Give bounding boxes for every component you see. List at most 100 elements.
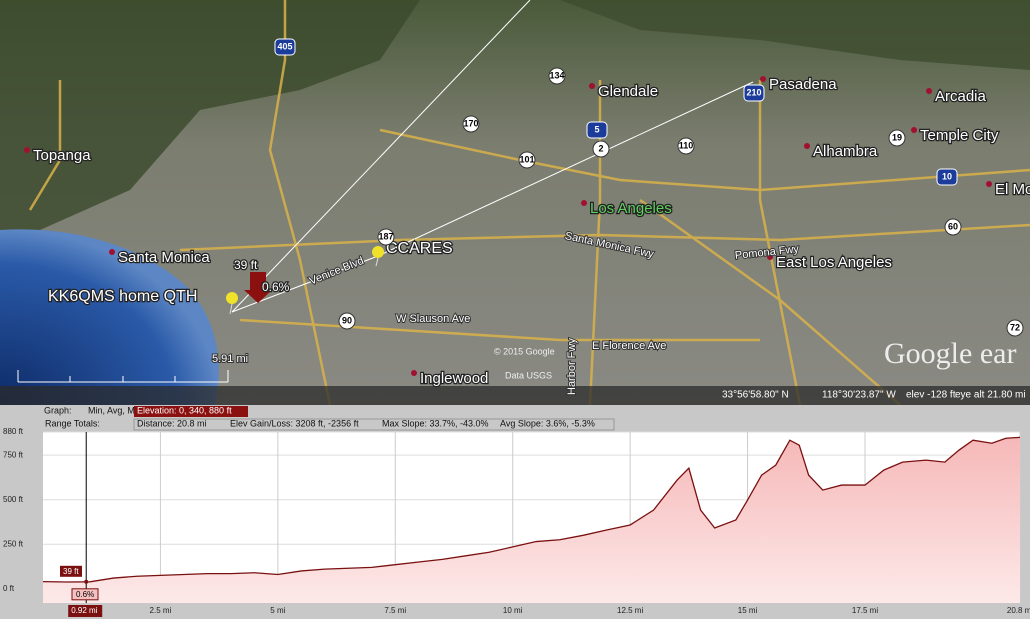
header-mode: Min, Avg, Max xyxy=(88,405,145,415)
attribution: Data USGS xyxy=(505,370,552,380)
elevation-area xyxy=(43,437,1020,603)
y-tick-label: 250 ft xyxy=(3,539,24,548)
highway-shield xyxy=(377,228,395,246)
highway-shield xyxy=(944,218,962,236)
highway-shield xyxy=(592,140,610,158)
path-slope-label: 0.6% xyxy=(262,280,290,294)
y-tick-label: 750 ft xyxy=(3,450,24,459)
highway-number: 60 xyxy=(948,221,958,231)
highway-shield xyxy=(888,129,906,147)
header-label: Graph: xyxy=(44,405,72,415)
attribution: © 2015 Google xyxy=(494,346,555,356)
cursor-box xyxy=(71,588,99,601)
place-dot xyxy=(581,200,587,206)
y-tick-label: 500 ft xyxy=(3,495,24,504)
highway-number: 134 xyxy=(549,70,564,80)
mountains xyxy=(560,0,1030,70)
x-tick-label: 5 mi xyxy=(270,606,285,615)
highway-number: 5 xyxy=(594,124,599,134)
placemark-label: KK6QMS home QTH xyxy=(48,288,197,305)
position-arrow xyxy=(244,272,272,303)
place-label: Alhambra xyxy=(813,143,878,160)
cursor-box xyxy=(60,565,82,577)
place-dot xyxy=(911,127,917,133)
place-label: East Los Angeles xyxy=(776,254,892,271)
x-tick-label: 17.5 mi xyxy=(852,606,878,615)
header-box xyxy=(134,406,248,417)
placemark-label: CCARES xyxy=(386,240,453,257)
place-label: Arcadia xyxy=(935,88,987,105)
y-tick-label: 0 ft xyxy=(3,584,15,593)
x-tick-label: 10 mi xyxy=(503,606,523,615)
place-dot xyxy=(926,88,932,94)
highway-number: 10 xyxy=(942,171,952,181)
place-dot xyxy=(411,370,417,376)
status-text: 33°56'58.80" N xyxy=(722,390,789,401)
header-elevation: Elevation: 0, 340, 880 ft xyxy=(137,405,232,415)
highway-number: 110 xyxy=(679,140,694,150)
scale-bar xyxy=(17,370,229,383)
x-tick-label: 12.5 mi xyxy=(617,606,643,615)
header-max-slope: Max Slope: 33.7%, -43.0% xyxy=(382,418,489,428)
google-earth-logo: Google ear xyxy=(884,337,1016,370)
highway-number: 90 xyxy=(342,315,352,325)
highway-number: 72 xyxy=(1010,322,1020,332)
highway-shield xyxy=(274,38,296,56)
highway-number: 210 xyxy=(746,87,761,97)
highway-shield xyxy=(936,168,958,186)
highway-number: 101 xyxy=(519,154,534,164)
place-label: Pasadena xyxy=(769,76,837,93)
elevation-line xyxy=(42,436,1021,583)
place-label: Santa Monica xyxy=(118,249,210,266)
place-label: Temple City xyxy=(920,127,999,144)
ocean xyxy=(0,229,219,405)
cursor-box xyxy=(68,605,103,617)
place-dot xyxy=(24,147,30,153)
highway-shield xyxy=(518,151,536,169)
status-bar xyxy=(0,386,1030,405)
highway-shield xyxy=(1006,319,1024,337)
place-dot xyxy=(760,76,766,82)
mountains xyxy=(0,0,420,240)
highway-number: 187 xyxy=(378,231,393,241)
place-label: Glendale xyxy=(598,83,658,100)
highway-shield xyxy=(338,312,356,330)
header-avg-slope: Avg Slope: 3.6%, -5.3% xyxy=(500,418,595,428)
path-elevation-label: 39 ft xyxy=(234,258,258,272)
cursor-elevation: 39 ft xyxy=(63,567,79,576)
x-tick-label: 2.5 mi xyxy=(150,606,172,615)
header-gain-loss: Elev Gain/Loss: 3208 ft, -2356 ft xyxy=(230,418,359,428)
cursor-slope: 0.6% xyxy=(76,590,94,599)
scale-label: 5.91 mi xyxy=(212,353,248,365)
highway-number: 2 xyxy=(598,143,603,153)
place-label: El Mo xyxy=(995,181,1030,198)
place-dot xyxy=(986,181,992,187)
place-label: Inglewood xyxy=(420,370,488,387)
highway-shield xyxy=(743,84,765,102)
highway-shield xyxy=(677,137,695,155)
highway-number: 405 xyxy=(277,41,292,51)
highway-shield xyxy=(586,121,608,139)
place-dot xyxy=(109,249,115,255)
header-box xyxy=(133,418,615,431)
pushpin[interactable] xyxy=(226,292,238,315)
x-tick-label: 7.5 mi xyxy=(384,606,406,615)
y-tick-label: 880 ft xyxy=(3,427,24,436)
place-label: Topanga xyxy=(33,147,91,164)
pushpin[interactable] xyxy=(372,246,384,267)
header-distance: Distance: 20.8 mi xyxy=(137,418,207,428)
status-text: eye alt 21.80 mi xyxy=(955,390,1026,401)
x-tick-label: 20.8 mi xyxy=(1007,606,1030,615)
highway-number: 19 xyxy=(892,132,902,142)
place-dot xyxy=(589,83,595,89)
header-label: Range Totals: xyxy=(45,418,100,428)
status-text: 118°30'23.87" W xyxy=(822,390,896,401)
roads xyxy=(28,0,1030,406)
place-label: Los Angeles xyxy=(590,200,672,217)
highway-shield xyxy=(462,115,480,133)
highway-number: 170 xyxy=(463,118,478,128)
x-tick-label: 15 mi xyxy=(738,606,758,615)
map-view[interactable]: 5.91 mi © 2015 Google Data USGS Google e… xyxy=(0,0,1030,406)
cursor-distance: 0.92 mi xyxy=(71,606,97,615)
